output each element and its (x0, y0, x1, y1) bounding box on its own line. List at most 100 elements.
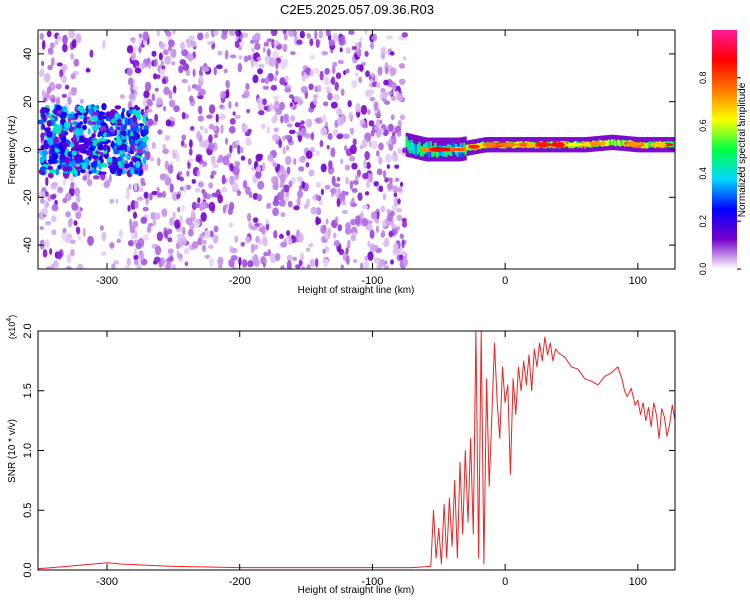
heatmap-cell (40, 60, 45, 67)
heatmap-cell (151, 142, 156, 149)
heatmap-cell (389, 67, 396, 77)
heatmap-cell (71, 38, 77, 49)
heatmap-cell (160, 60, 164, 66)
heatmap-cell (126, 45, 134, 54)
heatmap-cell (228, 125, 236, 134)
heatmap-cell (47, 64, 53, 71)
heatmap-cell (387, 177, 393, 182)
heatmap-cell (78, 143, 86, 148)
heatmap-cell (279, 55, 283, 60)
heatmap-cell (435, 146, 439, 158)
heatmap-cell (100, 171, 107, 175)
heatmap-cell (201, 239, 207, 245)
heatmap-cell (168, 90, 173, 100)
heatmap-cell (305, 150, 313, 159)
heatmap-cell (374, 125, 380, 131)
heatmap-cell (347, 239, 351, 246)
colorbar-gradient (712, 30, 737, 269)
heatmap-cell (350, 202, 358, 207)
heatmap-cell (320, 126, 328, 137)
heatmap-cell (344, 227, 352, 235)
heatmap-cell (154, 113, 159, 123)
heatmap-cell (116, 126, 120, 131)
heatmap-cell (361, 123, 369, 129)
heatmap-cell (250, 39, 255, 44)
heatmap-cell (57, 164, 63, 170)
heatmap-cell (65, 266, 72, 269)
heatmap-cell (182, 226, 186, 236)
heatmap-cell (136, 263, 142, 269)
heatmap-cell (77, 154, 83, 162)
heatmap-cell (103, 181, 110, 189)
heatmap-cell (279, 199, 286, 207)
heatmap-cell (126, 67, 133, 77)
spectrogram-x-axis: -300 -200 -100 0 100 (96, 30, 647, 287)
heatmap-cell (256, 56, 262, 62)
heatmap-cell (213, 134, 219, 139)
heatmap-cell (98, 163, 103, 170)
heatmap-cell (336, 133, 344, 140)
heatmap-cell (184, 261, 189, 267)
heatmap-cell (168, 99, 176, 108)
heatmap-cell (274, 112, 278, 123)
heatmap-cell (157, 192, 163, 198)
heatmap-cell (247, 260, 254, 268)
heatmap-cell (300, 120, 305, 125)
heatmap-cell (120, 131, 125, 136)
heatmap-cell (416, 144, 419, 155)
heatmap-cell (216, 158, 222, 164)
heatmap-cell (364, 255, 369, 262)
heatmap-cell (47, 172, 54, 179)
heatmap-cell (343, 144, 348, 152)
heatmap-cell (392, 185, 399, 194)
heatmap-cell (555, 142, 565, 148)
heatmap-cell (319, 139, 324, 148)
heatmap-cell (78, 135, 86, 143)
heatmap-cell (327, 132, 333, 140)
x-tick-label: 100 (629, 275, 647, 287)
heatmap-cell (392, 150, 397, 157)
heatmap-cell (45, 176, 49, 187)
heatmap-cell (187, 53, 194, 62)
spectrogram-y-axis-label: Frequency (Hz) (7, 116, 18, 185)
heatmap-cell (281, 264, 285, 269)
heatmap-cell (609, 139, 612, 146)
colorbar-label: Normalized spectral amplitude (737, 82, 748, 217)
heatmap-cell (98, 112, 104, 121)
heatmap-cell (186, 170, 190, 177)
heatmap-cell (315, 38, 320, 48)
heatmap-cell (38, 119, 44, 125)
heatmap-cell (74, 187, 81, 197)
heatmap-cell (130, 167, 135, 176)
heatmap-cell (251, 47, 256, 53)
heatmap-cell (248, 191, 253, 199)
heatmap-cell (243, 55, 249, 63)
heatmap-cell (131, 39, 136, 44)
heatmap-cell (167, 164, 174, 175)
heatmap-cell (333, 239, 340, 247)
heatmap-cell (195, 85, 202, 91)
heatmap-cell (399, 181, 404, 187)
heatmap-cell (275, 59, 279, 70)
heatmap-cell (39, 68, 45, 78)
heatmap-cell (76, 226, 81, 235)
heatmap-cell (140, 181, 147, 187)
heatmap-cell (243, 90, 250, 98)
heatmap-cell (176, 233, 184, 240)
heatmap-cell (301, 265, 306, 269)
heatmap-cell (332, 128, 339, 137)
heatmap-cell (267, 153, 274, 162)
heatmap-cell (288, 94, 294, 99)
heatmap-cell (405, 136, 408, 147)
snr-x-axis-label: Height of straight line (km) (298, 585, 415, 596)
heatmap-cell (370, 72, 375, 79)
y-tick-label: 1.0 (22, 443, 34, 458)
heatmap-cell (121, 107, 126, 113)
y-tick-label: 2.0 (22, 323, 34, 338)
heatmap-cell (309, 258, 316, 268)
heatmap-cell (161, 190, 167, 199)
heatmap-cell (195, 156, 202, 163)
heatmap-cell (399, 114, 406, 121)
heatmap-cell (159, 173, 166, 181)
